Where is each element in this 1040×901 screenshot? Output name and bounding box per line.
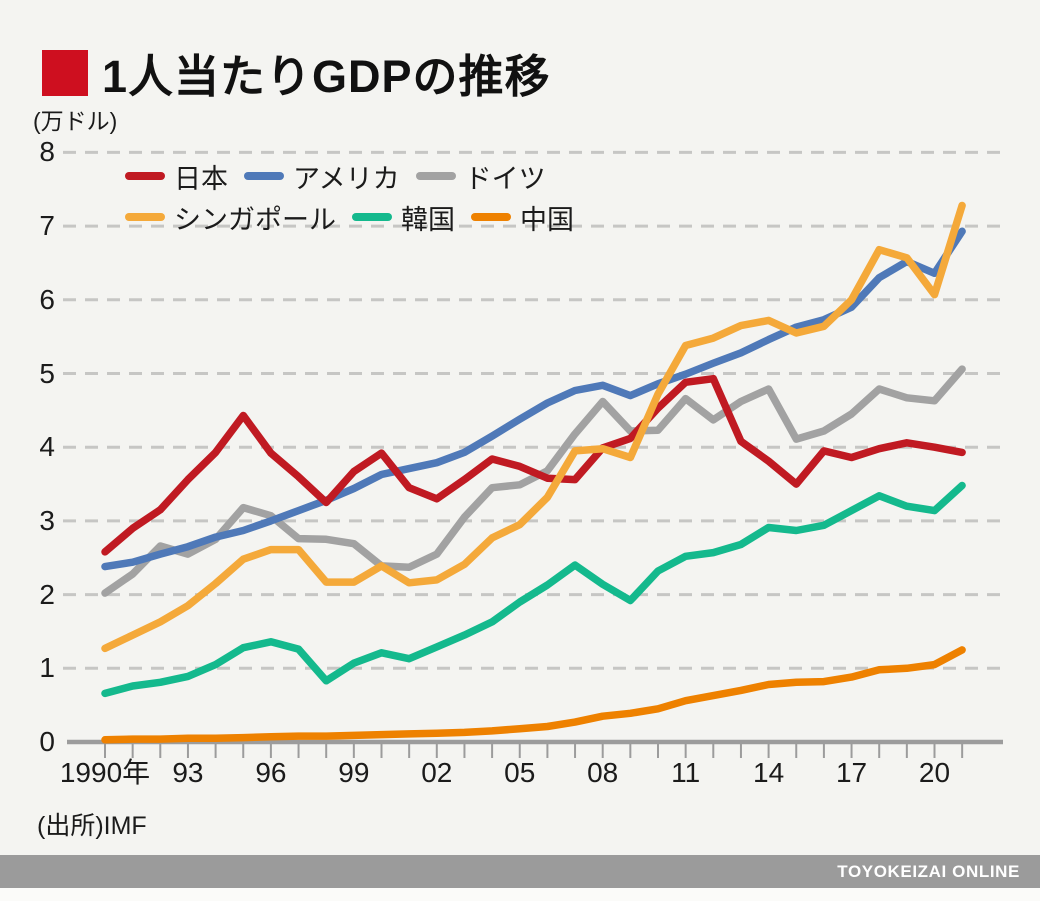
- y-tick-label-7: 7: [39, 210, 55, 242]
- legend-item-5: 中国: [471, 198, 574, 237]
- x-tick-label-1990: 1990年: [59, 757, 151, 788]
- x-tick-label-2002: 02: [421, 757, 453, 788]
- footer-bar: TOYOKEIZAI ONLINE: [0, 855, 1040, 888]
- series-line-5: [101, 646, 966, 744]
- chart-title: 1人当たりGDPの推移: [102, 51, 551, 102]
- x-tick-label-1993: 93: [172, 757, 204, 788]
- source-note: (出所)IMF: [37, 812, 147, 840]
- y-tick-label-5: 5: [39, 357, 55, 389]
- legend-row-1: 日本 アメリカ ドイツ: [125, 157, 590, 196]
- x-tick-label-2011: 11: [671, 757, 701, 788]
- y-tick-label-4: 4: [39, 431, 55, 463]
- legend-swatch-icon: [244, 172, 284, 180]
- series-line-0: [101, 374, 966, 556]
- y-tick-label-3: 3: [39, 504, 55, 536]
- x-tick-label-1999: 99: [338, 757, 370, 788]
- x-tick-label-1996: 96: [255, 757, 287, 788]
- y-tick-label-8: 8: [39, 136, 55, 168]
- y-tick-label-0: 0: [39, 726, 55, 757]
- legend-item-4: 韓国: [352, 198, 455, 237]
- y-tick-label-1: 1: [39, 652, 55, 684]
- legend-swatch-icon: [415, 172, 456, 180]
- legend-swatch-icon: [471, 213, 511, 221]
- x-tick-label-2014: 14: [753, 757, 785, 788]
- legend-label: アメリカ: [293, 163, 400, 194]
- legend-swatch-icon: [125, 213, 165, 221]
- legend-item-0: 日本: [125, 157, 228, 196]
- series-line-2: [101, 365, 966, 597]
- legend-label: シンガポール: [174, 204, 336, 235]
- legend-row-2: シンガポール 韓国 中国: [125, 198, 590, 237]
- footer-brand: TOYOKEIZAI ONLINE: [837, 861, 1020, 881]
- legend-label: 韓国: [401, 204, 455, 235]
- figure-header: 1人当たりGDPの推移: [42, 40, 551, 105]
- title-bullet-square-icon: [42, 49, 88, 96]
- x-tick-label-2005: 05: [504, 757, 536, 788]
- legend-label: ドイツ: [464, 163, 546, 194]
- legend-label: 中国: [520, 204, 574, 235]
- series-line-3: [101, 201, 966, 653]
- chart-legend: 日本 アメリカ ドイツシンガポール 韓国 中国: [125, 159, 590, 241]
- x-tick-label-2020: 20: [918, 757, 951, 788]
- legend-item-2: ドイツ: [415, 157, 546, 196]
- legend-item-3: シンガポール: [125, 198, 336, 237]
- x-tick-label-2017: 17: [835, 757, 868, 788]
- series-line-1: [101, 227, 966, 571]
- series-line-4: [101, 481, 966, 698]
- y-tick-label-6: 6: [39, 283, 55, 315]
- x-tick-label-2008: 08: [587, 757, 619, 788]
- bottom-strip: [0, 888, 1040, 901]
- y-axis-unit-label: (万ドル): [33, 108, 118, 134]
- y-tick-label-2: 2: [39, 578, 55, 610]
- legend-label: 日本: [174, 163, 228, 194]
- legend-item-1: アメリカ: [244, 157, 400, 196]
- legend-swatch-icon: [352, 213, 392, 221]
- legend-swatch-icon: [125, 172, 165, 180]
